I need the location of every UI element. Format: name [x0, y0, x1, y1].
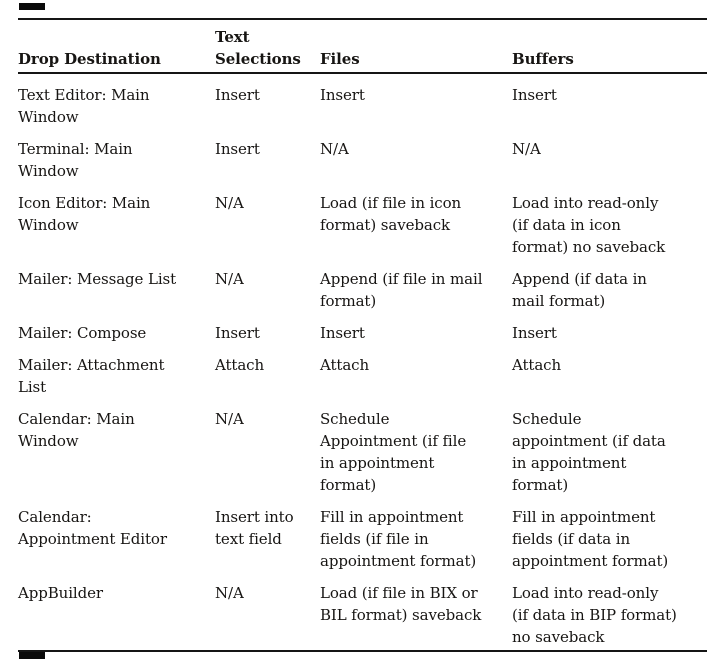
cell-files: Schedule Appointment (if file in appoint… — [320, 410, 467, 494]
cell-text-selections: Attach — [215, 356, 265, 374]
table-row: AppBuilder N/A Load (if file in BIX or B… — [18, 572, 707, 651]
cell-drop-destination: Terminal: Main Window — [18, 140, 133, 180]
cell-buffers: Fill in appointment fields (if data in a… — [512, 508, 669, 570]
cell-files: Insert — [320, 324, 365, 342]
cell-drop-destination: Calendar: Main Window — [18, 410, 135, 450]
cell-text-selections: Insert — [215, 324, 260, 342]
cell-files: Insert — [320, 86, 365, 104]
cell-text-selections: N/A — [215, 270, 244, 288]
cell-buffers: Attach — [512, 356, 562, 374]
column-header-files: Files — [320, 19, 512, 74]
table-row: Mailer: Compose Insert Insert Insert — [18, 312, 707, 344]
cell-text-selections: N/A — [215, 410, 244, 428]
cell-buffers: N/A — [512, 140, 541, 158]
cell-files: Append (if file in mail format) — [320, 270, 483, 310]
cell-buffers: Append (if data in mail format) — [512, 270, 647, 310]
cell-buffers: Insert — [512, 86, 557, 104]
cell-drop-destination: AppBuilder — [18, 584, 103, 602]
column-header-drop-destination: Drop Destination — [18, 19, 215, 74]
table-row: Calendar: Main Window N/A Schedule Appoi… — [18, 398, 707, 496]
cell-text-selections: Insert — [215, 140, 260, 158]
column-header-text-selections: Text Selections — [215, 19, 320, 74]
cell-drop-destination: Icon Editor: Main Window — [18, 194, 151, 234]
cell-buffers: Insert — [512, 324, 557, 342]
cell-text-selections: Insert — [215, 86, 260, 104]
drop-destination-table: Drop Destination Text Selections Files B… — [18, 18, 707, 652]
cell-files: Load (if file in BIX or BIL format) save… — [320, 584, 482, 624]
bottom-left-rule-mark — [19, 652, 45, 659]
cell-buffers: Schedule appointment (if data in appoint… — [512, 410, 666, 494]
table-header-row: Drop Destination Text Selections Files B… — [18, 19, 707, 74]
cell-files: Load (if file in icon format) saveback — [320, 194, 462, 234]
cell-text-selections: N/A — [215, 584, 244, 602]
table-row: Icon Editor: Main Window N/A Load (if fi… — [18, 182, 707, 258]
cell-drop-destination: Mailer: Compose — [18, 324, 147, 342]
cell-drop-destination: Text Editor: Main Window — [18, 86, 150, 126]
cell-buffers: Load into read-only (if data in BIP form… — [512, 584, 677, 646]
cell-buffers: Load into read-only (if data in icon for… — [512, 194, 666, 256]
cell-files: Fill in appointment fields (if file in a… — [320, 508, 477, 570]
cell-text-selections: Insert into text field — [215, 508, 294, 548]
table-row: Calendar: Appointment Editor Insert into… — [18, 496, 707, 572]
cell-drop-destination: Calendar: Appointment Editor — [18, 508, 167, 548]
top-left-rule-mark — [19, 3, 45, 10]
table-row: Mailer: Attachment List Attach Attach At… — [18, 344, 707, 398]
cell-files: Attach — [320, 356, 370, 374]
cell-files: N/A — [320, 140, 349, 158]
table-row: Mailer: Message List N/A Append (if file… — [18, 258, 707, 312]
cell-text-selections: N/A — [215, 194, 244, 212]
table-row: Text Editor: Main Window Insert Insert I… — [18, 73, 707, 128]
table-row: Terminal: Main Window Insert N/A N/A — [18, 128, 707, 182]
cell-drop-destination: Mailer: Attachment List — [18, 356, 165, 396]
column-header-buffers: Buffers — [512, 19, 707, 74]
cell-drop-destination: Mailer: Message List — [18, 270, 177, 288]
